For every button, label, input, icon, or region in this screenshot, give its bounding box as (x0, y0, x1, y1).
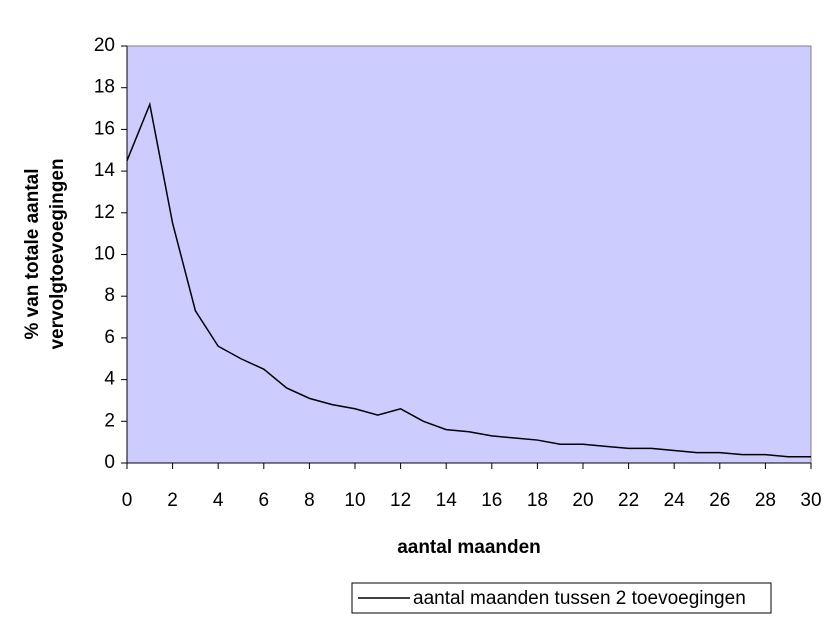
y-tick-label: 2 (104, 410, 115, 431)
y-tick-label: 18 (94, 77, 115, 98)
x-tick-label: 10 (344, 490, 365, 511)
y-tick-label: 16 (94, 118, 115, 139)
y-tick-label: 8 (104, 285, 115, 306)
legend-label: aantal maanden tussen 2 toevoegingen (413, 588, 746, 609)
y-tick-label: 6 (104, 327, 115, 348)
x-tick-label: 14 (436, 490, 458, 511)
x-tick-label: 28 (755, 490, 776, 511)
x-tick-label: 24 (664, 490, 686, 511)
y-tick-label: 0 (104, 452, 115, 473)
x-tick-label: 0 (122, 490, 133, 511)
x-tick-label: 6 (259, 490, 270, 511)
x-tick-label: 8 (304, 490, 315, 511)
x-tick-label: 26 (709, 490, 730, 511)
x-tick-label: 12 (390, 490, 411, 511)
y-tick-label: 10 (94, 244, 115, 265)
y-tick-label: 4 (104, 369, 115, 390)
x-tick-label: 16 (481, 490, 502, 511)
x-tick-label: 18 (527, 490, 548, 511)
plot-area (126, 45, 812, 464)
y-tick-label: 20 (94, 35, 115, 56)
x-tick-label: 30 (800, 490, 821, 511)
y-tick-label: 14 (94, 160, 116, 181)
y-axis-label: vervolgtoevoegingen (47, 158, 68, 349)
legend (351, 582, 772, 614)
x-tick-label: 4 (213, 490, 224, 511)
x-axis-label: aantal maanden (397, 537, 541, 558)
y-axis-label: % van totale aantal (22, 168, 43, 339)
x-tick-label: 20 (572, 490, 593, 511)
line-series (126, 101, 811, 458)
x-tick-label: 22 (618, 490, 639, 511)
y-tick-label: 12 (94, 202, 115, 223)
x-tick-label: 2 (167, 490, 178, 511)
